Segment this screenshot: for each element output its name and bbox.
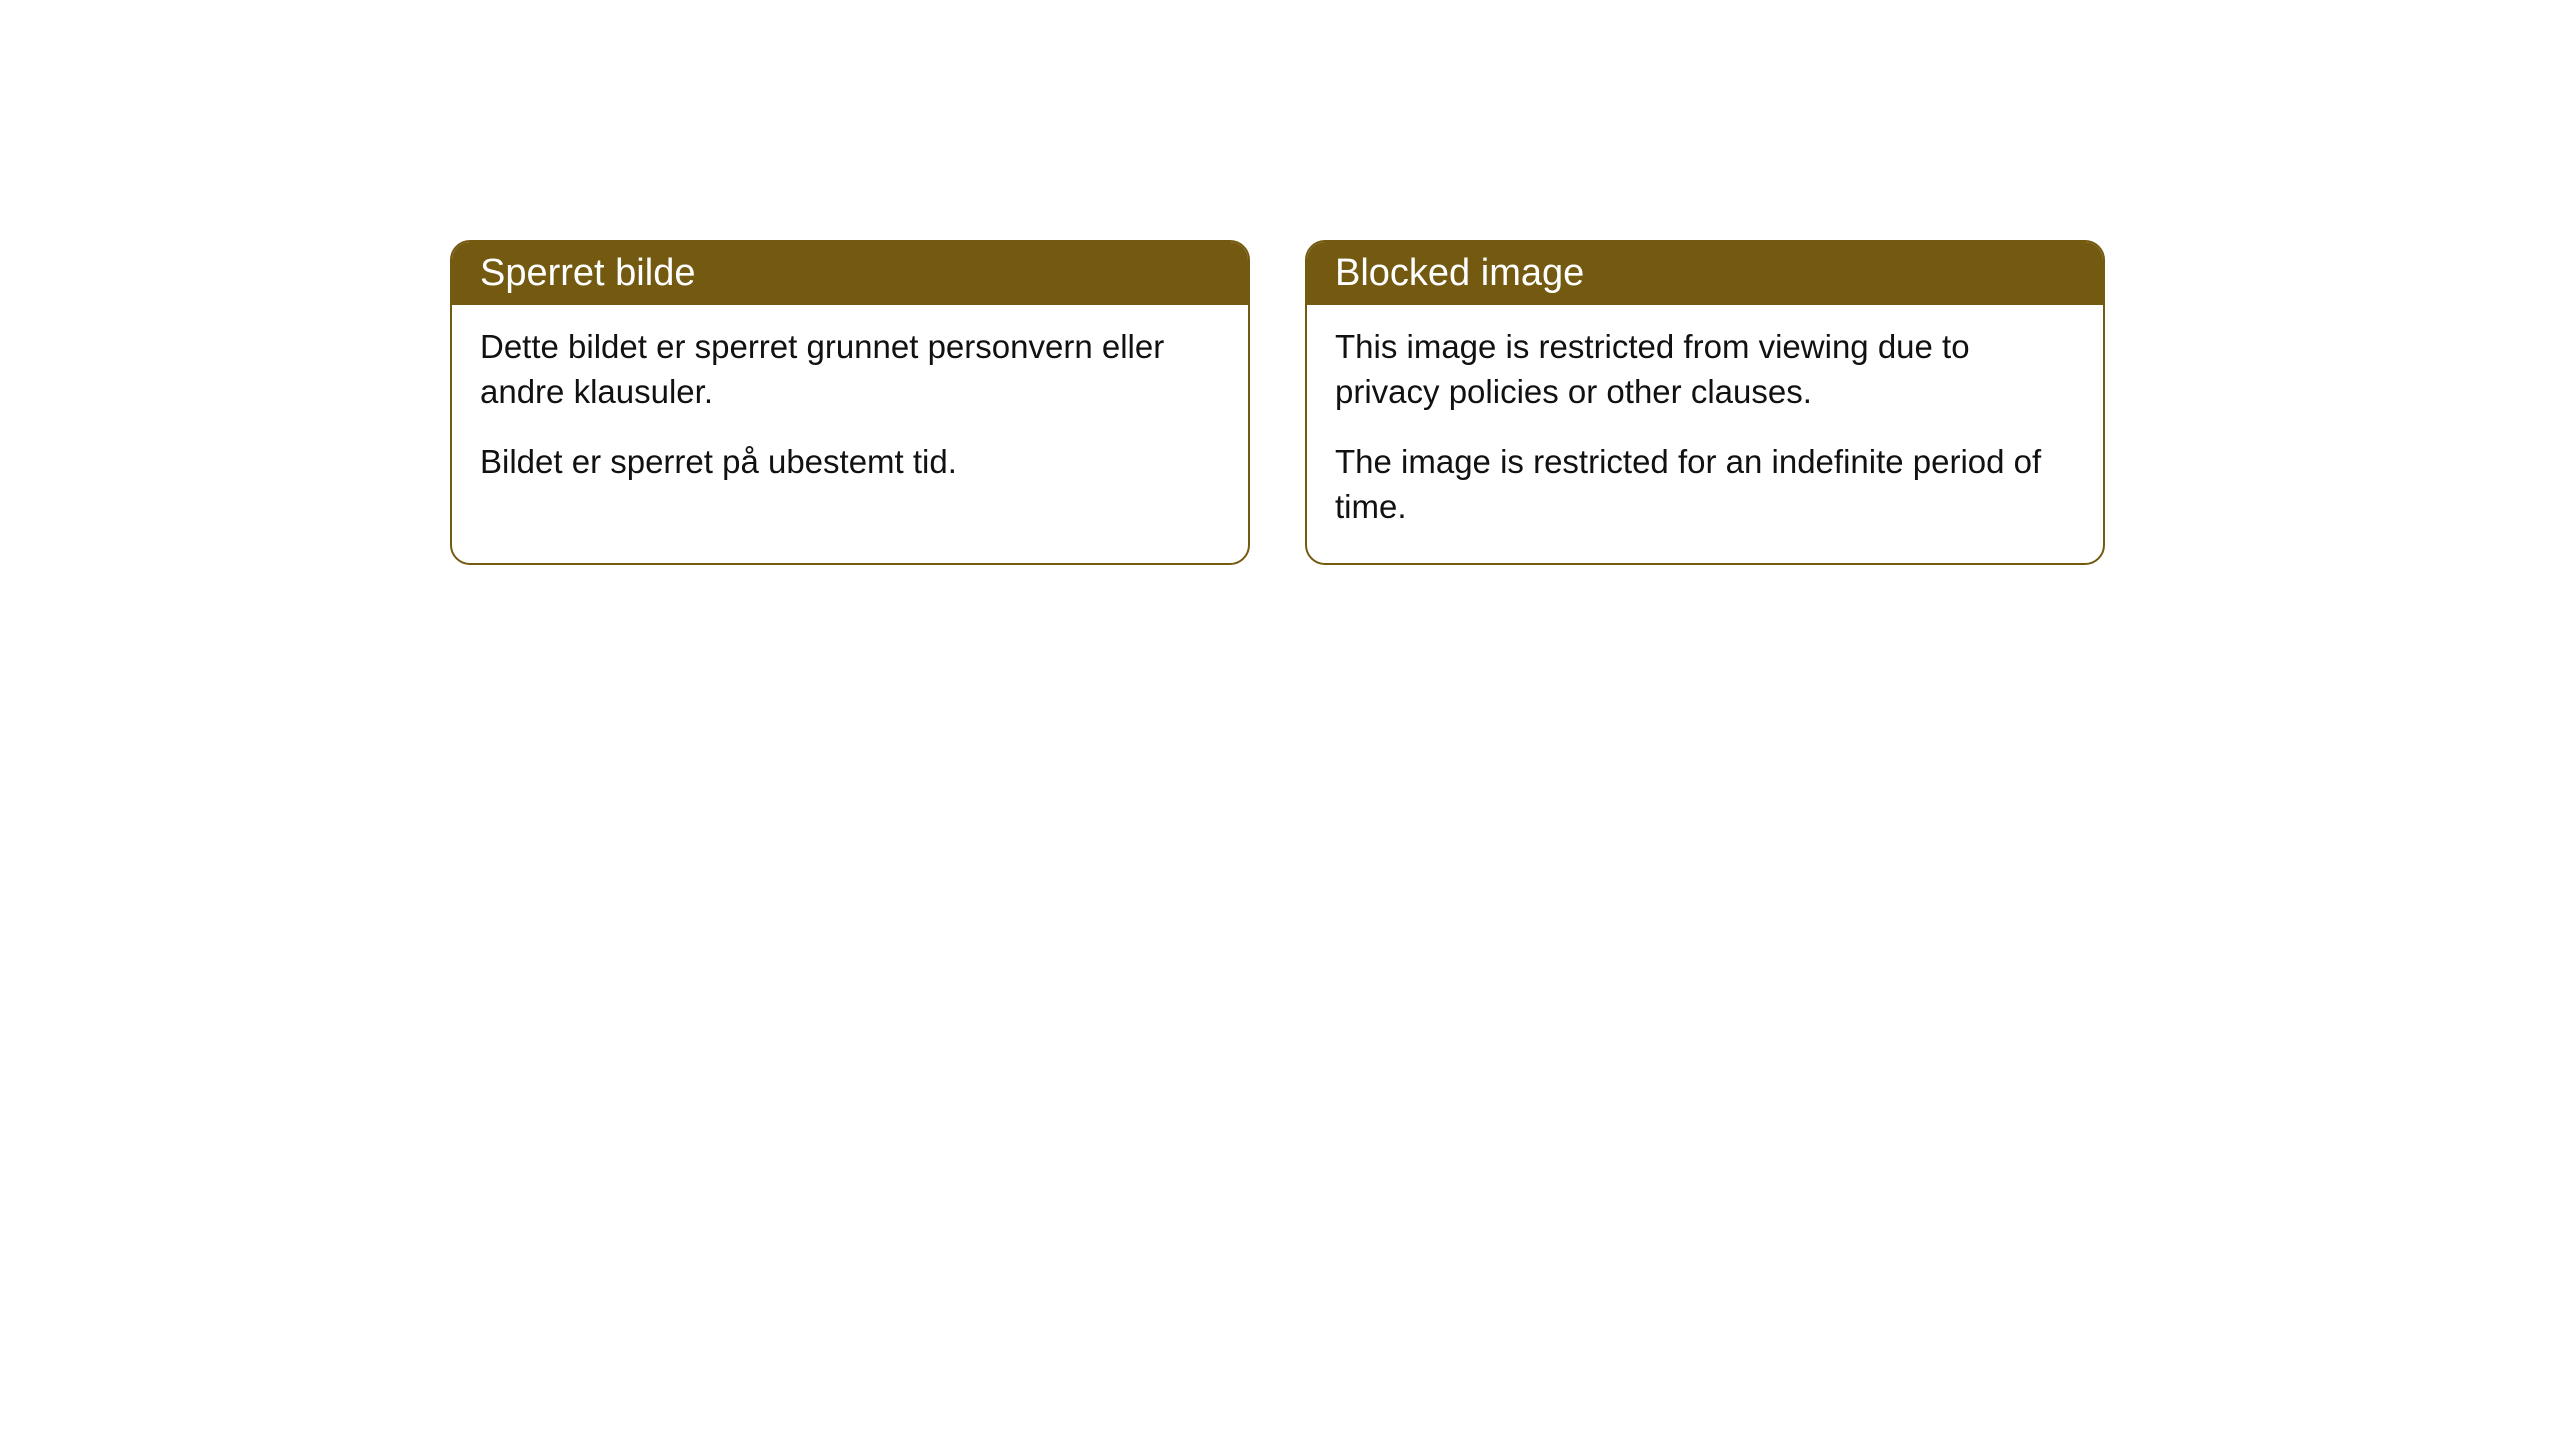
notice-card-norwegian: Sperret bilde Dette bildet er sperret gr… — [450, 240, 1250, 565]
card-paragraph-2: Bildet er sperret på ubestemt tid. — [480, 440, 1220, 485]
notice-card-english: Blocked image This image is restricted f… — [1305, 240, 2105, 565]
card-header: Sperret bilde — [452, 242, 1248, 305]
card-title: Sperret bilde — [480, 252, 695, 294]
card-header: Blocked image — [1307, 242, 2103, 305]
card-title: Blocked image — [1335, 252, 1584, 294]
card-body: This image is restricted from viewing du… — [1307, 305, 2103, 563]
card-body: Dette bildet er sperret grunnet personve… — [452, 305, 1248, 519]
notice-container: Sperret bilde Dette bildet er sperret gr… — [450, 240, 2105, 565]
card-paragraph-1: This image is restricted from viewing du… — [1335, 325, 2075, 414]
card-paragraph-2: The image is restricted for an indefinit… — [1335, 440, 2075, 529]
card-paragraph-1: Dette bildet er sperret grunnet personve… — [480, 325, 1220, 414]
